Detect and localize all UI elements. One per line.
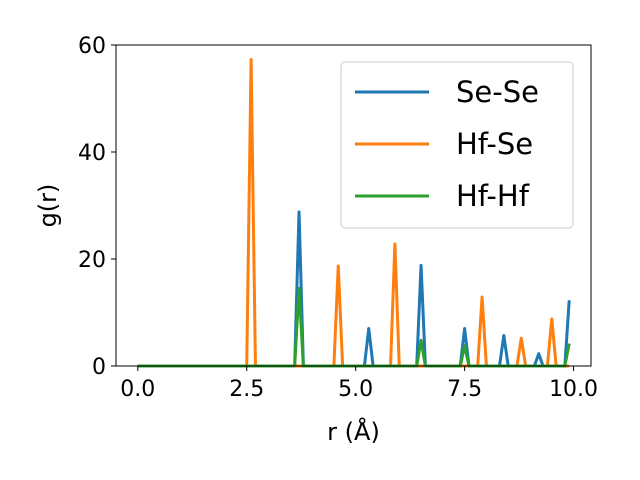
- y-axis-label: g(r): [34, 184, 62, 228]
- x-tick-label: 5.0: [338, 377, 373, 402]
- y-tick-label: 0: [92, 355, 106, 380]
- x-axis-label: r (Å): [327, 417, 380, 446]
- axis-ticks: 0.0 2.5 5.0 7.5 10.0 0 20 40 60: [78, 34, 598, 402]
- x-tick-label: 0.0: [120, 377, 155, 402]
- axes-frame: [115, 44, 592, 367]
- legend-label: Se-Se: [456, 75, 539, 109]
- x-tick-label: 7.5: [447, 377, 482, 402]
- y-tick-label: 60: [78, 34, 106, 59]
- x-tick-label: 10.0: [549, 377, 598, 402]
- y-tick-label: 40: [78, 141, 106, 166]
- legend: Se-Se Hf-Se Hf-Hf: [340, 61, 574, 229]
- legend-label: Hf-Se: [456, 127, 533, 161]
- legend-label: Hf-Hf: [456, 179, 530, 213]
- x-tick-label: 2.5: [229, 377, 264, 402]
- y-tick-label: 20: [78, 248, 106, 273]
- legend-box: [340, 61, 574, 229]
